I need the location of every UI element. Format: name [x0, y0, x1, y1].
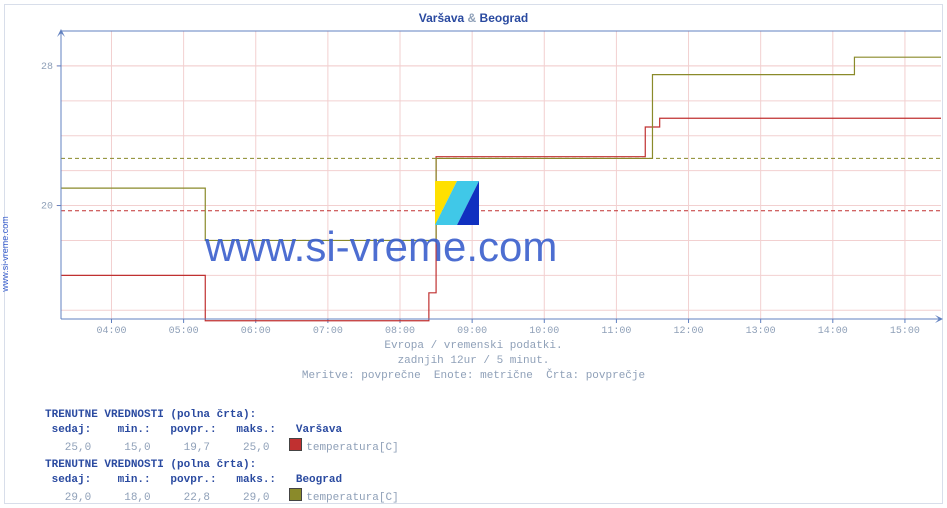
watermark-logo-icon	[435, 181, 479, 225]
legend-row-vals: 25,0 15,0 19,7 25,0 temperatura[C]	[45, 438, 399, 456]
svg-text:20: 20	[41, 202, 53, 213]
chart-title: Varšava & Beograd	[5, 11, 942, 25]
legend-header: TRENUTNE VREDNOSTI (polna črta):	[45, 408, 399, 423]
subtitle-line: Meritve: povprečne Enote: metrične Črta:…	[5, 370, 942, 382]
subtitle-line: zadnjih 12ur / 5 minut.	[5, 355, 942, 367]
legend-unit-label: temperatura[C]	[306, 442, 398, 454]
watermark-text: www.si-vreme.com	[205, 223, 557, 271]
legend-row-cols: sedaj: min.: povpr.: maks.: Varšava	[45, 423, 399, 438]
subtitle-line: Evropa / vremenski podatki.	[5, 340, 942, 352]
chart-frame: www.si-vreme.com Varšava & Beograd 20280…	[4, 4, 943, 504]
svg-text:05:00: 05:00	[169, 326, 199, 337]
legend-series-name: Varšava	[296, 424, 342, 436]
title-amp: &	[468, 11, 477, 25]
svg-text:15:00: 15:00	[890, 326, 920, 337]
svg-text:09:00: 09:00	[457, 326, 487, 337]
source-label: www.si-vreme.com	[0, 216, 10, 292]
legend-row-vals: 29,0 18,0 22,8 29,0 temperatura[C]	[45, 488, 399, 506]
svg-text:10:00: 10:00	[529, 326, 559, 337]
legend-block: TRENUTNE VREDNOSTI (polna črta): sedaj: …	[45, 458, 399, 506]
svg-text:08:00: 08:00	[385, 326, 415, 337]
svg-text:07:00: 07:00	[313, 326, 343, 337]
legend-block: TRENUTNE VREDNOSTI (polna črta): sedaj: …	[45, 408, 399, 456]
svg-text:06:00: 06:00	[241, 326, 271, 337]
title-city-a: Varšava	[419, 11, 464, 25]
legend-swatch-icon	[289, 438, 302, 451]
svg-text:12:00: 12:00	[674, 326, 704, 337]
legend-swatch-icon	[289, 488, 302, 501]
legend-row-cols: sedaj: min.: povpr.: maks.: Beograd	[45, 473, 399, 488]
title-city-b: Beograd	[480, 11, 529, 25]
svg-text:28: 28	[41, 62, 53, 73]
legend-unit-label: temperatura[C]	[306, 492, 398, 504]
svg-text:13:00: 13:00	[746, 326, 776, 337]
svg-text:11:00: 11:00	[601, 326, 631, 337]
svg-text:14:00: 14:00	[818, 326, 848, 337]
plot-area: 202804:0005:0006:0007:0008:0009:0010:001…	[61, 31, 941, 319]
legend-header: TRENUTNE VREDNOSTI (polna črta):	[45, 458, 399, 473]
legend-series-name: Beograd	[296, 474, 342, 486]
svg-text:04:00: 04:00	[96, 326, 126, 337]
